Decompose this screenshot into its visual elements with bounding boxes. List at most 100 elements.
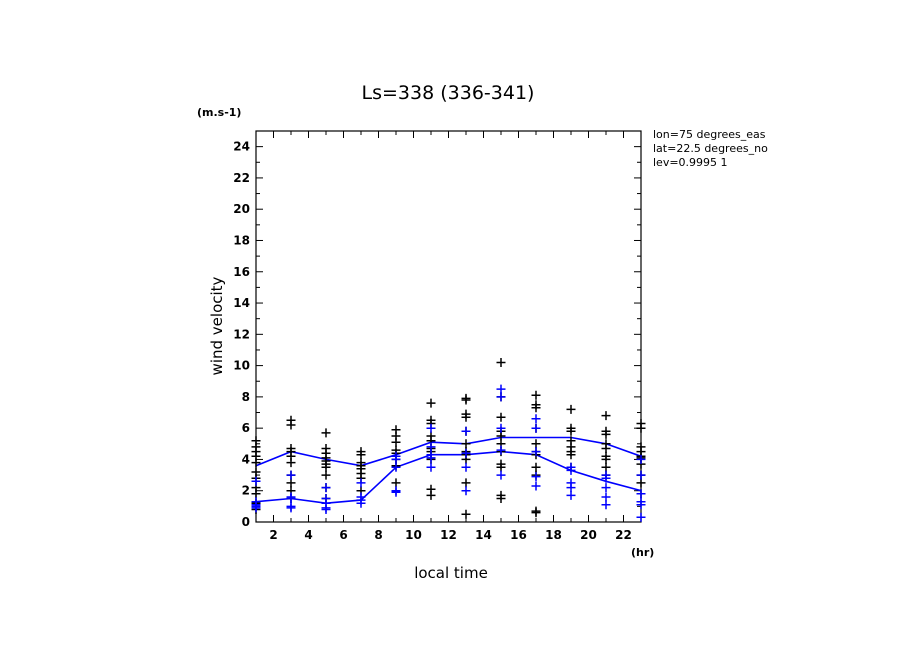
data-point-black	[251, 458, 261, 468]
data-point-blue	[566, 483, 576, 493]
data-point-black	[496, 412, 506, 422]
data-point-black	[531, 462, 541, 472]
y-tick-label: 8	[242, 390, 250, 404]
x-tick-label: 6	[339, 528, 347, 542]
y-tick-label: 22	[233, 171, 250, 185]
series-lines	[255, 436, 642, 505]
data-point-blue	[461, 426, 471, 436]
y-tick-label: 10	[233, 359, 250, 373]
x-tick-label: 2	[269, 528, 277, 542]
data-point-black	[286, 458, 296, 468]
data-point-black	[601, 444, 611, 453]
data-point-black	[636, 478, 646, 488]
data-point-blue	[636, 500, 646, 510]
data-point-black	[601, 411, 611, 421]
x-tick-label: 10	[405, 528, 422, 542]
data-point-blue	[601, 500, 611, 510]
y-tick-label: 6	[242, 421, 250, 435]
series-line-2	[255, 450, 642, 505]
x-tick-label: 20	[580, 528, 597, 542]
data-point-blue	[391, 462, 401, 472]
data-point-blue	[496, 384, 506, 394]
data-point-blue	[601, 492, 611, 502]
info-lat: lat=22.5 degrees_no	[653, 142, 768, 155]
data-point-black	[321, 462, 331, 472]
y-tick-label: 20	[233, 202, 250, 216]
data-point-blue	[636, 512, 646, 522]
data-point-blue	[251, 503, 261, 513]
data-point-black	[531, 390, 541, 400]
data-point-black	[461, 395, 471, 405]
x-axis-label: local time	[414, 564, 488, 582]
data-point-black	[461, 412, 471, 422]
y-tick-label: 0	[242, 515, 250, 529]
data-point-blue	[251, 476, 261, 486]
data-point-blue	[566, 465, 576, 475]
data-point-blue	[391, 487, 401, 497]
data-point-blue	[636, 470, 646, 480]
data-point-blue	[356, 498, 366, 508]
data-point-black	[496, 358, 506, 367]
data-point-black	[531, 403, 541, 413]
data-point-black	[321, 470, 331, 480]
data-point-blue	[531, 472, 541, 482]
data-point-black	[601, 462, 611, 472]
data-point-black	[461, 509, 471, 519]
data-point-blue	[286, 503, 296, 513]
data-point-blue	[321, 483, 331, 493]
data-point-blue	[321, 505, 331, 514]
data-point-blue	[461, 486, 471, 496]
data-point-black	[461, 478, 471, 488]
data-point-blue	[426, 453, 436, 463]
data-point-blue	[531, 414, 541, 424]
data-point-blue	[391, 454, 401, 464]
x-tick-label: 16	[510, 528, 527, 542]
y-tick-label: 12	[233, 327, 250, 341]
x-tick-label: 8	[374, 528, 382, 542]
data-point-blue	[636, 489, 646, 499]
data-point-blue	[496, 445, 506, 455]
info-lev: lev=0.9995 1	[653, 156, 728, 169]
data-point-black	[496, 462, 506, 472]
data-point-black	[601, 454, 611, 464]
y-tick-label: 2	[242, 484, 250, 498]
data-point-blue	[461, 462, 471, 472]
data-point-blue	[426, 442, 436, 452]
x-tick-label: 12	[440, 528, 457, 542]
data-point-black	[566, 426, 576, 436]
data-point-blue	[601, 473, 611, 483]
data-point-black	[566, 404, 576, 414]
plot-frame	[255, 130, 642, 523]
data-point-blue	[531, 481, 541, 491]
data-point-blue	[566, 490, 576, 500]
data-point-black	[531, 439, 541, 449]
data-point-blue	[531, 423, 541, 433]
data-point-black	[251, 489, 261, 499]
data-point-blue	[601, 483, 611, 493]
data-point-black	[531, 508, 541, 518]
data-point-black	[286, 420, 296, 430]
y-axis-unit: (m.s-1)	[197, 106, 241, 119]
y-tick-label: 14	[233, 296, 250, 310]
data-point-black	[426, 490, 436, 500]
series-line-1	[255, 436, 642, 467]
y-tick-label: 18	[233, 233, 250, 247]
data-point-black	[496, 494, 506, 503]
data-point-blue	[496, 470, 506, 480]
data-point-black	[391, 478, 401, 488]
data-point-blue	[356, 478, 366, 488]
x-tick-label: 14	[475, 528, 492, 542]
x-axis-unit: (hr)	[631, 546, 654, 559]
data-point-blue	[286, 470, 296, 480]
x-tick-label: 18	[545, 528, 562, 542]
x-tick-label: 22	[615, 528, 632, 542]
data-point-black	[461, 439, 471, 449]
data-point-blue	[461, 448, 471, 458]
data-point-blue	[531, 447, 541, 457]
data-point-black	[496, 431, 506, 441]
y-tick-label: 16	[233, 265, 250, 279]
data-points	[251, 358, 646, 522]
x-tick-label: 4	[304, 528, 312, 542]
data-point-blue	[636, 454, 646, 464]
